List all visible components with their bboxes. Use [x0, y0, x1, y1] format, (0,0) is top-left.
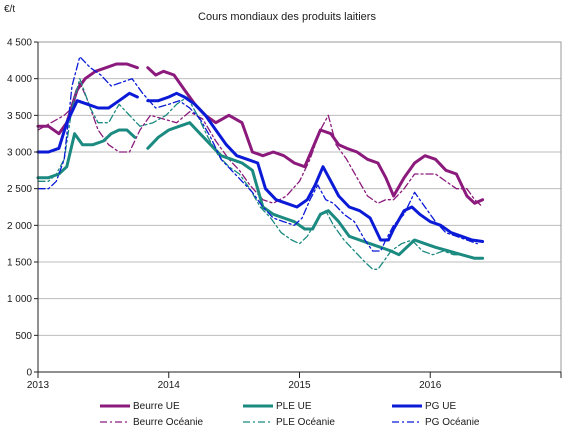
series-line-2	[37, 81, 484, 208]
y-tick-label: 1 000	[7, 294, 32, 305]
grid	[38, 41, 561, 336]
x-tick-label: 2013	[27, 380, 50, 391]
y-tick-label: 4 000	[7, 74, 32, 85]
y-tick-label: 1 500	[7, 258, 32, 269]
y-axis-label: €/t	[4, 4, 15, 15]
legend-label: PG Océanie	[425, 417, 480, 428]
series-line-5	[146, 91, 485, 243]
y-tick-label: 3 000	[7, 148, 32, 159]
series-line-5	[36, 91, 139, 154]
legend-label: PG UE	[425, 401, 456, 412]
x-tick-label: 2016	[419, 380, 442, 391]
series-line-1	[36, 62, 139, 136]
legend-label: PLE Océanie	[276, 417, 335, 428]
y-tick-label: 500	[15, 331, 32, 342]
x-tick-label: 2014	[158, 380, 181, 391]
legend: Beurre UE PLE UE PG UE Beurre Océanie PLE Oc…	[100, 401, 480, 428]
x-tick-label: 2015	[288, 380, 311, 391]
y-tick-label: 4 500	[7, 38, 32, 49]
y-tick-label: 3 500	[7, 111, 32, 122]
legend-label: Beurre UE	[133, 401, 180, 412]
axes: 0 500 1 000 1 500 2 000 2 500 3 000 3 500 4 000 4…	[7, 38, 562, 391]
series-line-3	[146, 121, 485, 260]
chart-title: Cours mondiaux des produits laitiers	[198, 11, 376, 23]
y-tick-label: 0	[26, 368, 32, 379]
series-line-3	[36, 128, 137, 180]
y-tick-label: 2 000	[7, 221, 32, 232]
series-line-4	[37, 78, 476, 270]
series-line-6	[37, 56, 478, 252]
series-lines	[36, 56, 485, 270]
legend-label: Beurre Océanie	[133, 417, 203, 428]
legend-label: PLE UE	[276, 401, 312, 412]
y-tick-label: 2 500	[7, 184, 32, 195]
